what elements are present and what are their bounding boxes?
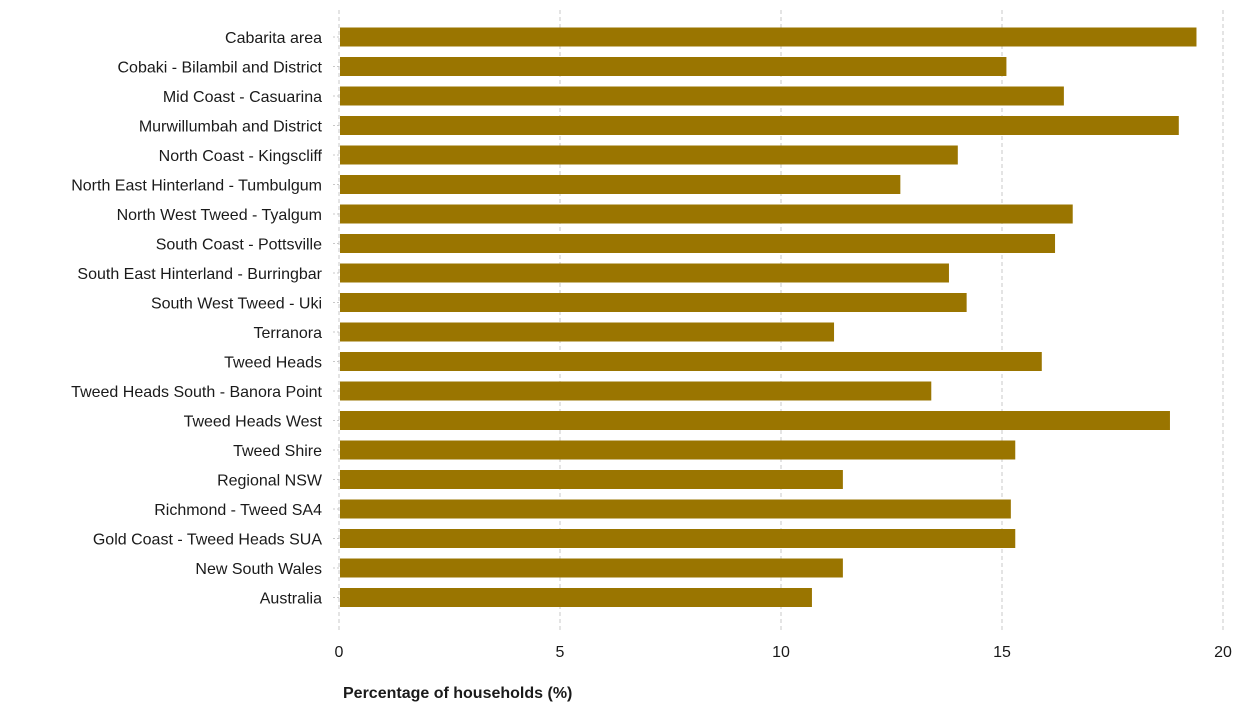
x-tick-label: 0 bbox=[335, 644, 344, 661]
bars bbox=[340, 27, 1197, 607]
category-label: South West Tweed - Uki bbox=[151, 296, 322, 313]
bar bbox=[340, 263, 949, 283]
category-label: Mid Coast - Casuarina bbox=[163, 89, 322, 106]
bar bbox=[340, 27, 1197, 47]
bar bbox=[340, 411, 1170, 430]
bar bbox=[340, 234, 1056, 253]
bar bbox=[340, 86, 1064, 106]
bar bbox=[340, 322, 835, 342]
category-labels: Cabarita area Cobaki - Bilambil and Distr… bbox=[71, 30, 323, 608]
bar bbox=[340, 145, 958, 165]
bar bbox=[340, 558, 843, 578]
category-label: Regional NSW bbox=[217, 473, 323, 490]
bar bbox=[340, 440, 1016, 460]
x-tick-label: 15 bbox=[993, 644, 1011, 661]
category-label: South Coast - Pottsville bbox=[156, 237, 322, 254]
category-label: Cabarita area bbox=[225, 30, 322, 47]
category-label: North Coast - Kingscliff bbox=[159, 148, 323, 165]
bar bbox=[340, 293, 967, 312]
x-tick-label: 10 bbox=[772, 644, 790, 661]
category-label: Tweed Heads South - Banora Point bbox=[71, 384, 322, 401]
category-label: Terranora bbox=[254, 325, 323, 342]
x-axis-label: Percentage of households (%) bbox=[343, 685, 572, 702]
category-label: Murwillumbah and District bbox=[139, 119, 323, 136]
y-axis bbox=[333, 10, 340, 630]
bar bbox=[340, 352, 1042, 371]
category-label: Gold Coast - Tweed Heads SUA bbox=[93, 532, 322, 549]
bar bbox=[340, 381, 932, 401]
category-label: North West Tweed - Tyalgum bbox=[117, 207, 322, 224]
category-label: New South Wales bbox=[195, 561, 322, 578]
category-label: Tweed Heads bbox=[224, 355, 322, 372]
bar bbox=[340, 529, 1016, 548]
bar bbox=[340, 57, 1007, 76]
x-tick-labels: 0 5 10 15 20 bbox=[335, 644, 1232, 661]
category-label: South East Hinterland - Burringbar bbox=[77, 266, 322, 283]
category-label: Tweed Heads West bbox=[184, 414, 323, 431]
bar bbox=[340, 204, 1073, 224]
category-label: Tweed Shire bbox=[233, 443, 322, 460]
bar bbox=[340, 499, 1011, 519]
bar bbox=[340, 588, 812, 607]
x-tick-label: 20 bbox=[1214, 644, 1232, 661]
category-label: Australia bbox=[260, 591, 322, 608]
category-label: Cobaki - Bilambil and District bbox=[117, 60, 322, 77]
bar bbox=[340, 470, 843, 489]
category-label: North East Hinterland - Tumbulgum bbox=[71, 178, 322, 195]
category-label: Richmond - Tweed SA4 bbox=[154, 502, 322, 519]
x-tick-label: 5 bbox=[556, 644, 565, 661]
gridlines bbox=[559, 10, 1224, 630]
bar bbox=[340, 175, 901, 194]
bar bbox=[340, 116, 1179, 135]
